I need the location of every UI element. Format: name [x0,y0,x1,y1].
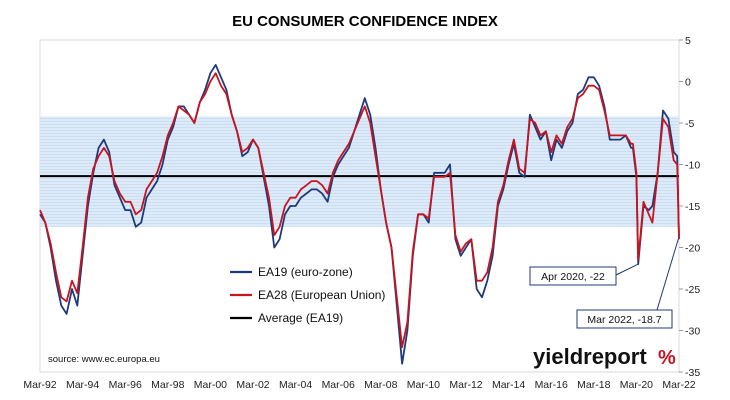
source-note: source: www.ec.europa.eu [48,354,160,365]
x-tick-label: Mar-14 [492,379,525,391]
legend-label: Average (EA19) [258,311,343,325]
series-lines [39,64,680,365]
x-tick-label: Mar-12 [449,379,482,391]
x-tick-label: Mar-20 [620,379,653,391]
x-axis: Mar-92 Mar-94 Mar-96 Mar-98 Mar-00 Mar-02 Mar-… [23,379,695,391]
logo-percent: % [658,347,676,369]
annotation-leader [615,263,639,276]
x-tick-label: Mar-06 [322,379,355,391]
annotation-label: Mar 2022, -18.7 [587,314,661,326]
x-tick-label: Mar-98 [151,379,184,391]
annotation-box [529,266,617,286]
x-tick-label: Mar-94 [66,379,99,391]
x-tick-label: Mar-00 [194,379,227,391]
band-rect [40,116,679,227]
x-tick-label: Mar-22 [662,379,695,391]
y-tick-label: 0 [685,77,691,89]
shaded-band [40,116,679,227]
x-tick-label: Mar-96 [109,379,142,391]
annotation-leader [656,236,680,311]
x-tick-label: Mar-04 [279,379,312,391]
y-tick-label: -15 [685,201,700,213]
x-tick-label: Mar-16 [535,379,568,391]
series-line-ea28 [39,72,680,348]
yieldreport-logo: yieldreport % [533,344,676,369]
chart-title: EU CONSUMER CONFIDENCE INDEX [232,13,498,30]
y-tick-label: -20 [685,243,700,255]
x-tick-label: Mar-92 [23,379,56,391]
y-tick-label: -10 [685,160,700,172]
legend-label: EA28 (European Union) [258,288,385,302]
y-tick-label: -35 [685,367,700,379]
logo-text: yieldreport [533,344,647,369]
y-tick-label: 5 [685,35,691,47]
series-line-ea19 [39,64,680,365]
legend: EA19 (euro-zone) EA28 (European Union) Ave… [230,265,385,325]
y-tick-label: -30 [685,326,700,338]
annotations: Apr 2020, -22 Mar 2022, -18.7 [529,236,680,329]
x-tick-label: Mar-08 [364,379,397,391]
annotation-box [576,309,673,329]
y-tick-label: -25 [685,284,700,296]
y-tick-label: -5 [685,118,694,130]
y-axis: 5 0 -5 -10 -15 -20 -25 -30 -35 [679,35,700,379]
x-tick-label: Mar-18 [577,379,610,391]
annotation-label: Apr 2020, -22 [541,271,605,283]
legend-label: EA19 (euro-zone) [258,265,353,279]
x-tick-label: Mar-10 [407,379,440,391]
x-tick-label: Mar-02 [236,379,269,391]
